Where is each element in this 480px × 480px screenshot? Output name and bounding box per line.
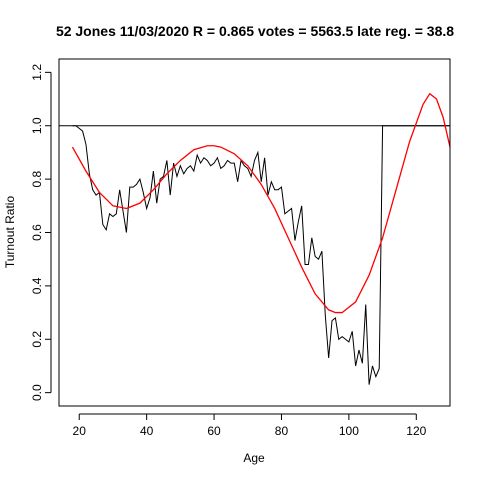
x-tick-label: 60 bbox=[207, 424, 221, 438]
plot-area bbox=[58, 58, 451, 407]
y-tick-label: 1.2 bbox=[30, 64, 44, 81]
series-line-fit bbox=[71, 92, 450, 314]
y-axis: 0.0 0.2 0.4 0.6 0.8 1.0 1.2 bbox=[30, 64, 52, 401]
x-axis: 20 40 60 80 100 120 bbox=[73, 413, 427, 438]
x-tick-label: 120 bbox=[406, 424, 426, 438]
y-tick-label: 1.0 bbox=[30, 117, 44, 134]
y-tick-label: 0.4 bbox=[30, 277, 44, 294]
y-axis-label: Turnout Ratio bbox=[3, 196, 17, 269]
x-tick-label: 40 bbox=[140, 424, 154, 438]
series-line-observed bbox=[72, 125, 450, 385]
y-tick-label: 0.0 bbox=[30, 384, 44, 401]
chart-title: 52 Jones 11/03/2020 R = 0.865 votes = 55… bbox=[56, 23, 454, 39]
y-tick-label: 0.8 bbox=[30, 170, 44, 187]
x-axis-label: Age bbox=[243, 451, 265, 465]
x-tick-label: 100 bbox=[339, 424, 359, 438]
x-tick-label: 80 bbox=[275, 424, 289, 438]
y-tick-label: 0.6 bbox=[30, 224, 44, 241]
x-tick-label: 20 bbox=[73, 424, 87, 438]
plot-frame bbox=[58, 58, 451, 407]
y-tick-label: 0.2 bbox=[30, 331, 44, 348]
